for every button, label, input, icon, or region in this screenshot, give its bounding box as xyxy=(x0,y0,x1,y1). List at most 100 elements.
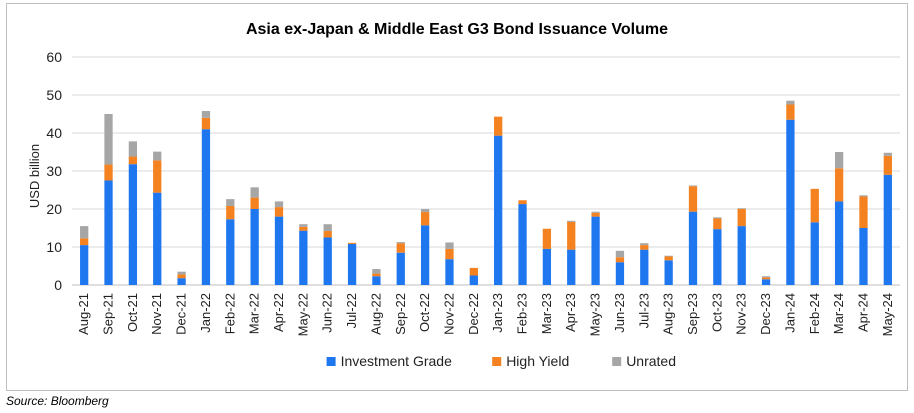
bar-high-yield xyxy=(688,186,698,212)
bar-investment-grade xyxy=(274,216,284,285)
bar-unrated xyxy=(786,100,795,105)
x-tick-label: Jun-22 xyxy=(320,293,335,333)
bar-investment-grade xyxy=(518,204,527,285)
bar-unrated xyxy=(420,209,430,213)
bar-investment-grade xyxy=(615,262,625,285)
source-note: Source: Bloomberg xyxy=(6,394,109,408)
bar-unrated xyxy=(250,187,259,198)
bar-unrated xyxy=(445,242,454,249)
x-tick-label: Nov-21 xyxy=(149,293,164,335)
bar-unrated xyxy=(80,226,89,239)
x-tick-label: Nov-22 xyxy=(441,293,456,335)
bar-investment-grade xyxy=(688,211,698,285)
bar-high-yield xyxy=(226,205,235,220)
x-tick-label: Dec-23 xyxy=(758,293,773,335)
bar-investment-grade xyxy=(323,237,332,285)
legend: Investment Grade High Yield Unrated xyxy=(326,353,676,369)
bar-investment-grade xyxy=(128,164,138,285)
legend-swatch xyxy=(326,357,336,366)
bar-investment-grade xyxy=(469,275,478,285)
bar-investment-grade xyxy=(883,174,892,285)
bar-high-yield xyxy=(542,228,552,249)
bar-high-yield xyxy=(518,200,527,205)
bar-high-yield xyxy=(591,212,600,217)
bar-unrated xyxy=(299,224,308,227)
x-tick-label: Feb-23 xyxy=(515,293,530,334)
x-tick-label: Aug-22 xyxy=(368,293,383,335)
bar-high-yield xyxy=(420,212,430,226)
bar-high-yield xyxy=(80,238,89,246)
bar-high-yield xyxy=(250,197,259,209)
bar-investment-grade xyxy=(542,248,552,285)
bar-investment-grade xyxy=(177,278,186,285)
bar-unrated xyxy=(834,152,844,169)
y-tick-label: 0 xyxy=(54,277,62,293)
bar-high-yield xyxy=(615,257,625,263)
y-tick-label: 20 xyxy=(46,201,62,217)
x-tick-label: Jul-23 xyxy=(636,293,651,328)
bar-unrated xyxy=(396,242,405,244)
bar-investment-grade xyxy=(640,249,649,285)
bar-high-yield xyxy=(372,273,381,277)
x-tick-label: Apr-24 xyxy=(855,293,870,332)
bar-unrated xyxy=(177,271,186,275)
bar-unrated xyxy=(883,152,892,156)
legend-label: High Yield xyxy=(506,353,569,369)
bar-unrated xyxy=(615,250,625,258)
y-axis-title: USD billion xyxy=(27,144,42,208)
y-tick-label: 30 xyxy=(46,163,62,179)
bar-investment-grade xyxy=(299,230,308,285)
x-tick-label: Sep-22 xyxy=(393,293,408,335)
bar-high-yield xyxy=(786,104,795,120)
bar-investment-grade xyxy=(396,252,405,285)
x-tick-label: Jun-23 xyxy=(612,293,627,333)
bar-investment-grade xyxy=(494,135,503,285)
bar-high-yield xyxy=(469,267,478,276)
bar-high-yield xyxy=(396,243,405,253)
bar-investment-grade xyxy=(786,119,795,285)
bar-unrated xyxy=(153,151,162,161)
bar-high-yield xyxy=(445,248,454,260)
bar-unrated xyxy=(274,201,284,208)
legend-swatch xyxy=(492,357,502,366)
bar-unrated xyxy=(591,211,600,213)
x-tick-label: Feb-24 xyxy=(807,293,822,334)
bar-high-yield xyxy=(859,196,868,228)
x-tick-label: Jan-24 xyxy=(782,293,797,333)
bar-high-yield xyxy=(153,160,162,193)
legend-label: Unrated xyxy=(626,353,676,369)
x-tick-label: Apr-23 xyxy=(563,293,578,332)
bar-investment-grade xyxy=(810,222,819,285)
y-tick-label: 40 xyxy=(46,125,62,141)
bar-investment-grade xyxy=(201,129,211,285)
bar-high-yield xyxy=(177,274,186,279)
bar-high-yield xyxy=(323,231,332,238)
x-tick-label: Oct-23 xyxy=(709,293,724,332)
bar-high-yield xyxy=(834,168,844,202)
x-tick-label: Apr-22 xyxy=(271,293,286,332)
bar-high-yield xyxy=(737,209,746,227)
bar-unrated xyxy=(104,114,113,165)
bar-investment-grade xyxy=(80,245,89,285)
bar-high-yield xyxy=(104,164,113,181)
gridlines xyxy=(72,56,900,286)
bar-high-yield xyxy=(761,277,771,280)
bar-high-yield xyxy=(201,117,211,130)
bar-investment-grade xyxy=(153,192,162,285)
bar-investment-grade xyxy=(104,180,113,285)
x-tick-label: Dec-21 xyxy=(174,293,189,335)
bar-unrated xyxy=(128,141,138,157)
x-tick-label: May-23 xyxy=(588,293,603,336)
bar-high-yield xyxy=(883,155,892,175)
bar-investment-grade xyxy=(372,276,381,285)
bar-high-yield xyxy=(640,245,649,250)
bar-unrated xyxy=(737,208,746,209)
legend-swatch xyxy=(612,357,622,366)
bar-high-yield xyxy=(494,116,503,136)
x-tick-label: Feb-22 xyxy=(222,293,237,334)
x-tick-label: May-24 xyxy=(880,293,895,336)
x-tick-label: Jan-22 xyxy=(198,293,213,333)
bar-unrated xyxy=(713,217,722,219)
x-tick-label: Nov-23 xyxy=(734,293,749,335)
x-tick-label: Aug-21 xyxy=(76,293,91,335)
